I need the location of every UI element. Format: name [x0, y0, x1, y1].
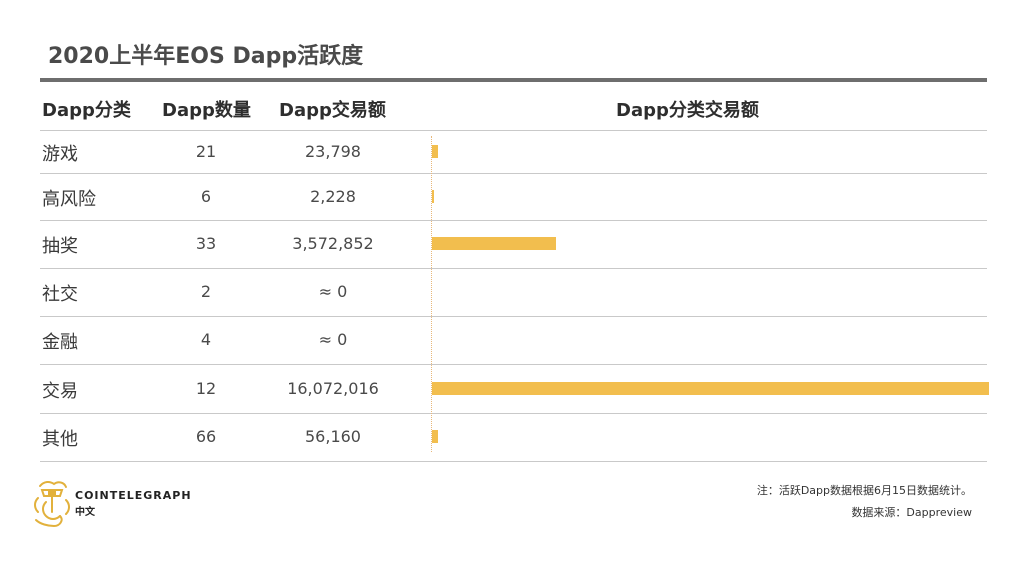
category-cell: 其他 — [42, 429, 78, 450]
header-category: Dapp分类 — [42, 100, 131, 121]
bar-高风险 — [432, 189, 434, 203]
count-cell: 2 — [200, 282, 212, 301]
category-cell: 高风险 — [42, 188, 96, 210]
count-cell: 21 — [195, 141, 217, 161]
bar-游戏 — [432, 144, 438, 158]
footnote: 注：活跃Dapp数据根据6月15日数据统计。 — [756, 484, 972, 497]
category-cell: 抽奖 — [42, 236, 78, 257]
count-cell: 33 — [195, 234, 217, 253]
volume-cell: 56,160 — [305, 427, 361, 446]
header-volume: Dapp交易额 — [279, 100, 386, 121]
volume-cell: 16,072,016 — [287, 378, 379, 398]
count-cell: 4 — [200, 330, 212, 349]
count-cell: 66 — [195, 427, 217, 446]
brand-subtitle: 中文 — [75, 507, 95, 518]
count-cell: 12 — [195, 378, 217, 398]
brand-name: COINTELEGRAPH — [75, 489, 192, 502]
row-divider — [40, 316, 987, 317]
data-source: 数据来源：Dappreview — [851, 506, 972, 519]
category-cell: 交易 — [42, 380, 78, 402]
category-cell: 社交 — [42, 284, 78, 305]
row-divider — [40, 364, 987, 365]
header-count: Dapp数量 — [162, 100, 251, 121]
bar-抽奖 — [432, 237, 556, 250]
header-chart: Dapp分类交易额 — [616, 100, 759, 121]
volume-cell: 3,572,852 — [292, 234, 374, 253]
title-divider — [40, 78, 987, 82]
volume-cell: ≈ 0 — [318, 330, 348, 349]
row-divider — [40, 268, 987, 269]
row-divider — [40, 173, 987, 174]
bar-其他 — [432, 430, 438, 443]
volume-cell: 23,798 — [305, 141, 361, 161]
bar-交易 — [432, 381, 989, 395]
page-title: 2020上半年EOS Dapp活跃度 — [48, 44, 364, 69]
category-cell: 游戏 — [42, 143, 78, 165]
row-divider — [40, 220, 987, 221]
chart-baseline — [431, 136, 432, 452]
row-divider — [40, 130, 987, 131]
count-cell: 6 — [200, 186, 212, 206]
category-cell: 金融 — [42, 332, 78, 353]
cointelegraph-logo-icon — [34, 480, 70, 528]
volume-cell: ≈ 0 — [318, 282, 348, 301]
volume-cell: 2,228 — [310, 186, 356, 206]
row-divider — [40, 461, 987, 462]
row-divider — [40, 413, 987, 414]
